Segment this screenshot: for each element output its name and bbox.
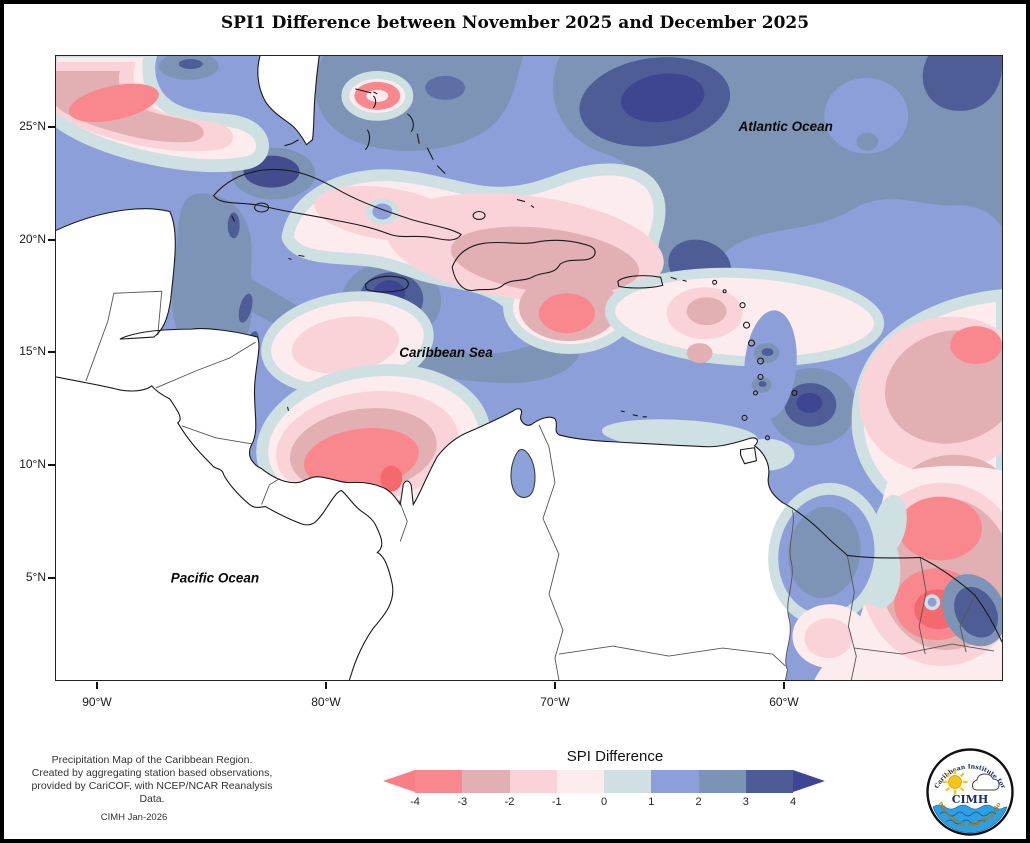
colorbar-tick-label: 4: [789, 796, 797, 808]
axis-tick: [554, 682, 556, 689]
x-axis-label: 70°W: [540, 695, 570, 709]
colorbar-ticks: -4 -3 -2 -1 0 1 2 3 4: [383, 796, 825, 811]
y-axis-label: 20°N: [19, 232, 46, 246]
y-axis-label: 15°N: [19, 344, 46, 358]
colorbar-segment: [556, 770, 604, 793]
colorbar-segment: [462, 770, 510, 793]
x-axis-label: 90°W: [82, 695, 112, 709]
axis-tick: [48, 577, 55, 579]
colorbar-segments: [415, 770, 793, 793]
axis-tick: [48, 464, 55, 466]
axis-tick: [48, 126, 55, 128]
caribbean-sea-label: Caribbean Sea: [399, 345, 493, 360]
figure-title: SPI1 Difference between November 2025 an…: [220, 13, 810, 33]
sea-waves-icon: [932, 804, 1008, 833]
colorbar-segment: [745, 770, 793, 793]
y-axis-label: 25°N: [19, 119, 46, 133]
islands: [212, 56, 798, 465]
axis-tick: [48, 239, 55, 241]
colorbar-segment: [698, 770, 746, 793]
land-mass: [56, 208, 794, 680]
y-axis-label: 5°N: [25, 570, 46, 584]
axis-tick: [96, 682, 98, 689]
coastlines: [56, 208, 1002, 680]
colorbar-tick-label: -2: [504, 796, 515, 808]
colorbar-right-arrow: [793, 770, 825, 792]
credits-line: Created by aggregating station based obs…: [31, 767, 273, 779]
axis-tick: [48, 351, 55, 353]
country-borders: [85, 290, 995, 680]
axis-tick: [325, 682, 327, 689]
x-axis-label: 60°W: [769, 695, 799, 709]
colorbar-segment: [604, 770, 652, 793]
contour-pink-regions: [56, 56, 1002, 559]
colorbar-tick-label: 3: [742, 796, 749, 808]
map-canvas: Atlantic Ocean Caribbean Sea Pacific Oce…: [55, 55, 1003, 681]
colorbar: SPI Difference -4 -3 -2 -1 0 1 2 3 4: [383, 748, 825, 811]
credits-line: Precipitation Map of the Caribbean Regio…: [51, 754, 253, 766]
spi-contour-map: Atlantic Ocean Caribbean Sea Pacific Oce…: [56, 56, 1002, 680]
atlantic-ocean-label: Atlantic Ocean: [738, 119, 833, 134]
axis-tick: [783, 682, 785, 689]
cimh-logo: Caribbean Institute for CIMH Meteorology…: [924, 746, 1014, 836]
colorbar-segment: [651, 770, 699, 793]
credits-block: Precipitation Map of the Caribbean Regio…: [18, 754, 286, 806]
colorbar-tick-label: 0: [600, 796, 608, 808]
logo-acronym: CIMH: [952, 793, 988, 806]
x-axis-label: 80°W: [311, 695, 341, 709]
contour-se-regions: [768, 465, 1002, 680]
pacific-ocean-label: Pacific Ocean: [171, 570, 259, 585]
credits-stamp: CIMH Jan-2026: [100, 812, 168, 823]
contour-atlantic-hole: [178, 58, 909, 154]
cloud-icon: [972, 773, 1000, 791]
colorbar-segment: [415, 770, 463, 793]
colorbar-tick-label: 2: [695, 796, 702, 808]
colorbar-tick-label: -3: [457, 796, 468, 808]
colorbar-tick-label: -4: [410, 796, 420, 808]
colorbar-left-arrow: [383, 770, 415, 792]
credits-line: provided by CariCOF, with NCEP/NCAR Rean…: [31, 780, 273, 805]
y-axis-label: 10°N: [19, 457, 46, 471]
colorbar-tick-label: 1: [648, 796, 655, 808]
colorbar-title: SPI Difference: [566, 748, 664, 765]
colorbar-segment: [509, 770, 557, 793]
colorbar-tick-label: -1: [551, 796, 562, 808]
sun-icon: [942, 769, 968, 795]
colorbar-bar: [383, 770, 825, 793]
lake-maracaibo: [510, 448, 536, 498]
